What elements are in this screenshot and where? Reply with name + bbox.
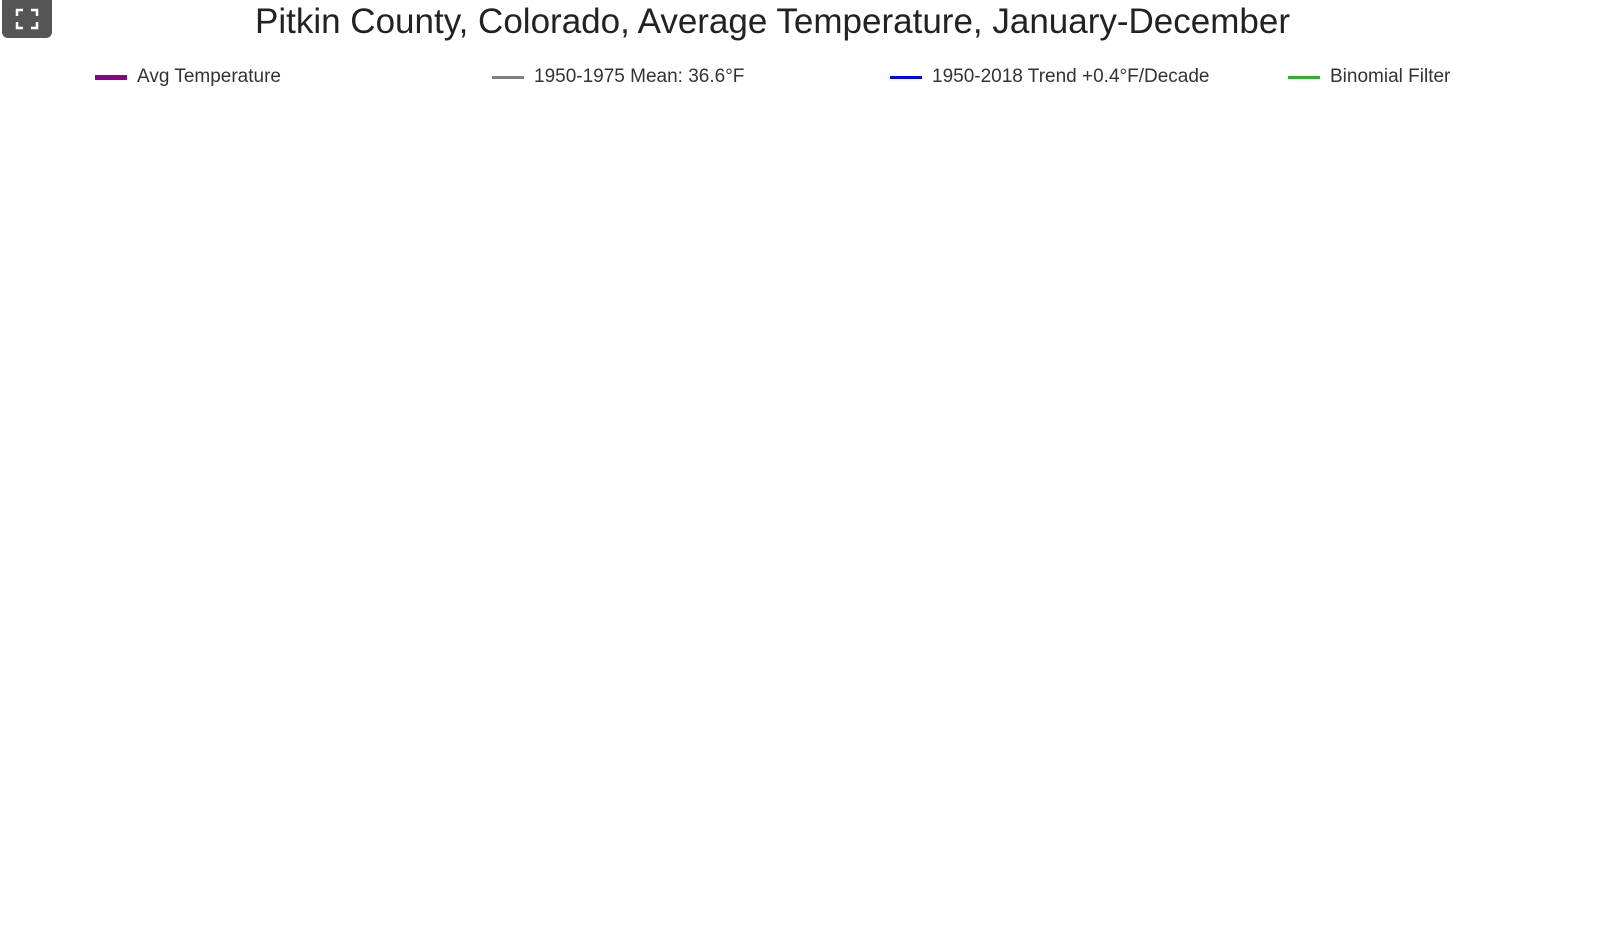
legend-label: 1950-2018 Trend +0.4°F/Decade [932, 66, 1210, 87]
x-tick-label: 1995 [961, 889, 1001, 909]
series-line-3 [104, 256, 1429, 648]
legend-label: Avg Temperature [137, 66, 281, 87]
x-tick-label: 2005 [1156, 889, 1196, 909]
grid [104, 130, 1450, 878]
legend-swatch [1288, 75, 1320, 79]
axes [103, 130, 1452, 878]
y2-tick-label: 2.0 [1458, 699, 1483, 719]
y-tick-label: 37.0 [55, 541, 90, 561]
x-tick-label: 2010 [1253, 889, 1293, 909]
y-tick-label: 38.0 [55, 428, 90, 448]
legend-label: Binomial Filter [1330, 66, 1451, 87]
x-tick-label: 1990 [864, 889, 904, 909]
x-tick-label: 1965 [377, 889, 417, 909]
chart-title: Pitkin County, Colorado, Average Tempera… [255, 2, 1290, 41]
x-tick-label: 1975 [572, 889, 612, 909]
legend-label: 1950-1975 Mean: 36.6°F [534, 66, 745, 87]
legend-avg-temperature[interactable]: Avg Temperature [95, 66, 281, 88]
legend-trend[interactable]: 1950-2018 Trend +0.4°F/Decade [890, 66, 1210, 88]
y2-axis-label: °C [1534, 505, 1554, 525]
noaa-logo-watermark: NOAA [131, 154, 363, 386]
x-tick-label: 1980 [669, 889, 709, 909]
x-tick-label: 1960 [280, 889, 320, 909]
x-tick-label: 2000 [1058, 889, 1098, 909]
y-tick-label: 36.0 [55, 654, 90, 674]
x-tick-label: 1985 [766, 889, 806, 909]
y-axis-label: °F [0, 506, 12, 524]
legend-swatch [492, 75, 524, 79]
series [102, 144, 1432, 789]
fullscreen-icon [15, 8, 39, 30]
svg-text:NOAA: NOAA [192, 204, 302, 244]
legend-binomial[interactable]: Binomial Filter [1288, 66, 1450, 88]
legend-swatch [95, 74, 127, 80]
x-tick-label: 1950 [85, 889, 125, 909]
y2-tick-label: 4.0 [1458, 293, 1483, 313]
legend-mean[interactable]: 1950-1975 Mean: 36.6°F [492, 66, 744, 88]
series-line-2 [104, 357, 1429, 635]
fullscreen-button[interactable] [2, 0, 52, 38]
x-tick-label: 1970 [474, 889, 514, 909]
x-tick-label: 1955 [182, 889, 222, 909]
series-line-0 [102, 144, 1432, 789]
y2-tick-label: 3.0 [1458, 496, 1483, 516]
y-tick-label: 39.0 [55, 315, 90, 335]
x-tick-label: 2015 [1350, 889, 1390, 909]
y-tick-label: 40.0 [55, 202, 90, 222]
legend-swatch [890, 75, 922, 79]
y-tick-label: 35.0 [55, 766, 90, 786]
